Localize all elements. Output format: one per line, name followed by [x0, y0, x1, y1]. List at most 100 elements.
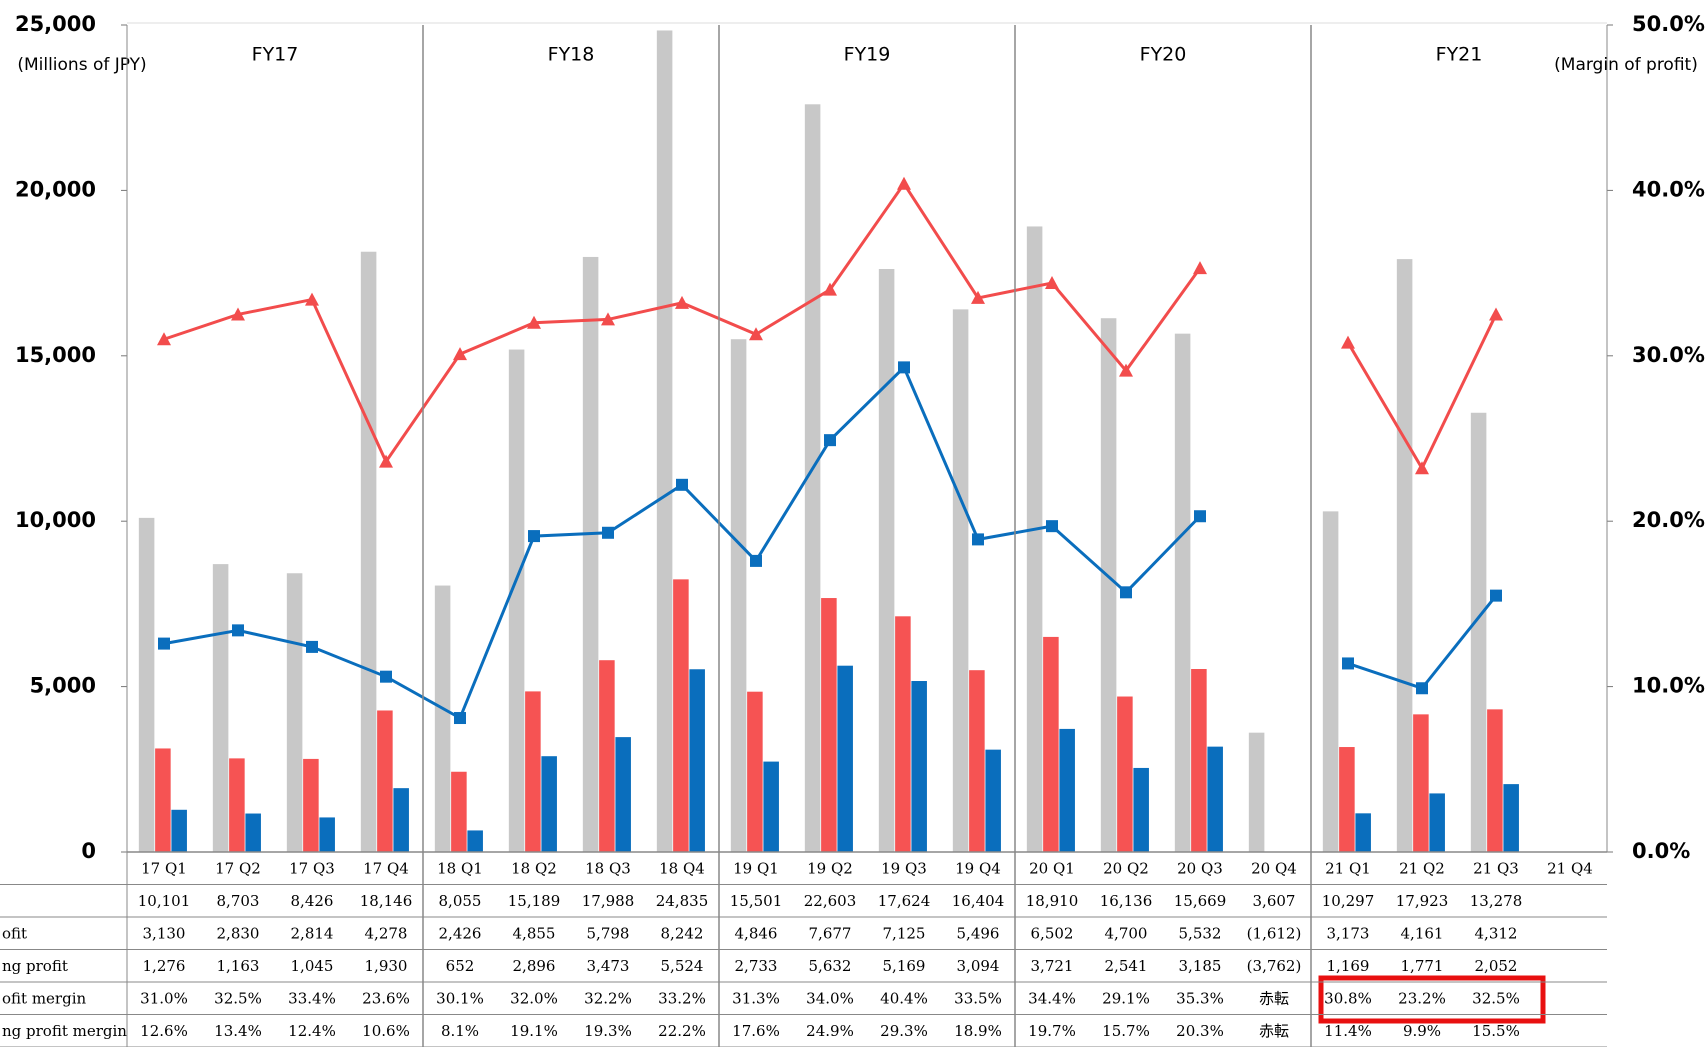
table-cell: 20.3% — [1176, 1022, 1224, 1040]
table-cell: 3,185 — [1179, 957, 1222, 975]
bar — [730, 339, 747, 852]
table-cell: 3,094 — [957, 957, 1000, 975]
bar — [763, 761, 779, 852]
table-cell: 34.4% — [1028, 989, 1076, 1007]
marker — [749, 327, 763, 341]
bar — [171, 809, 187, 852]
x-tick-label: 18 Q4 — [659, 859, 705, 877]
y2-tick-label: 0.0% — [1632, 839, 1690, 863]
table-cell: 8,426 — [291, 892, 334, 910]
table-cell: 1,771 — [1401, 957, 1444, 975]
x-tick-label: 19 Q4 — [955, 859, 1001, 877]
marker — [824, 434, 836, 447]
table-cell: 15,669 — [1174, 892, 1227, 910]
marker — [1194, 510, 1206, 523]
bar — [286, 573, 303, 852]
marker — [971, 290, 985, 304]
table-cell: 15.7% — [1102, 1022, 1150, 1040]
group-label: FY17 — [252, 44, 299, 66]
table-cell: 16,136 — [1100, 892, 1153, 910]
marker — [157, 332, 171, 346]
table-cell: 5,632 — [809, 957, 852, 975]
bar — [1470, 412, 1487, 852]
table-cell: 652 — [446, 957, 475, 975]
bar — [804, 104, 821, 852]
table-cell: 2,541 — [1105, 957, 1148, 975]
bar — [1059, 728, 1075, 852]
x-tick-label: 18 Q2 — [511, 859, 557, 877]
y-tick-label: 5,000 — [30, 674, 96, 698]
bar — [1339, 747, 1355, 852]
x-tick-label: 19 Q3 — [881, 859, 927, 877]
table-cell: 17,923 — [1396, 892, 1449, 910]
y-tick-label: 0 — [81, 839, 96, 863]
y2-axis-label: (Margin of profit) — [1554, 55, 1698, 75]
table-cell: 1,276 — [143, 957, 186, 975]
bar — [229, 758, 245, 852]
marker — [897, 176, 911, 190]
y2-tick-label: 40.0% — [1632, 177, 1705, 201]
table-cell: 2,896 — [513, 957, 556, 975]
table-cell: 19.7% — [1028, 1022, 1076, 1040]
bar — [1043, 636, 1059, 852]
group-label: FY19 — [844, 44, 891, 66]
x-tick-label: 17 Q4 — [363, 859, 409, 877]
y-axis-label: (Millions of JPY) — [17, 55, 146, 75]
table-cell: 30.8% — [1324, 989, 1372, 1007]
table-cell: 5,532 — [1179, 924, 1222, 942]
marker — [453, 347, 467, 361]
bar — [1174, 333, 1191, 852]
bar — [1100, 318, 1117, 852]
table-cell: 5,524 — [661, 957, 704, 975]
y-tick-label: 25,000 — [15, 12, 96, 36]
table-cell: 15,189 — [508, 892, 561, 910]
y2-tick-label: 10.0% — [1632, 674, 1705, 698]
table-cell: 18,910 — [1026, 892, 1079, 910]
x-tick-label: 17 Q2 — [215, 859, 261, 877]
row-label: ng profit — [2, 957, 68, 975]
bar — [895, 616, 911, 852]
table-cell: 10,101 — [138, 892, 191, 910]
marker — [1045, 276, 1059, 290]
table-cell: 5,798 — [587, 924, 630, 942]
table-cell: 19.1% — [510, 1022, 558, 1040]
bar — [508, 349, 525, 852]
marker — [1490, 589, 1502, 602]
table-cell: 4,846 — [735, 924, 778, 942]
bar — [673, 579, 689, 852]
table-cell: 17,624 — [878, 892, 931, 910]
marker — [1342, 657, 1354, 670]
x-tick-label: 19 Q1 — [733, 859, 779, 877]
row-label: ng profit mergin — [2, 1022, 127, 1040]
row-label: ofit mergin — [2, 989, 87, 1007]
table-cell: 17,988 — [582, 892, 635, 910]
table-cell: 2,830 — [217, 924, 260, 942]
table-cell: 34.0% — [806, 989, 854, 1007]
table-cell: 6,502 — [1031, 924, 1074, 942]
marker — [972, 533, 984, 546]
bar — [360, 251, 377, 852]
table-cell: 赤転 — [1259, 1022, 1289, 1040]
marker — [380, 670, 392, 683]
table-cell: 29.3% — [880, 1022, 928, 1040]
table-cell: 4,855 — [513, 924, 556, 942]
table-cell: 32.2% — [584, 989, 632, 1007]
bar — [689, 669, 705, 852]
group-label: FY18 — [548, 44, 595, 66]
marker — [305, 292, 319, 306]
table-cell: 35.3% — [1176, 989, 1224, 1007]
table-cell: 2,814 — [291, 924, 334, 942]
bar — [615, 737, 631, 852]
table-cell: 30.1% — [436, 989, 484, 1007]
x-tick-label: 18 Q1 — [437, 859, 483, 877]
marker — [231, 307, 245, 321]
marker — [1120, 586, 1132, 599]
bar — [1191, 669, 1207, 852]
marker — [898, 361, 910, 374]
bar — [434, 585, 451, 852]
table-cell: 1,930 — [365, 957, 408, 975]
bar — [837, 665, 853, 852]
table-cell: 2,052 — [1475, 957, 1518, 975]
table-cell: 4,278 — [365, 924, 408, 942]
